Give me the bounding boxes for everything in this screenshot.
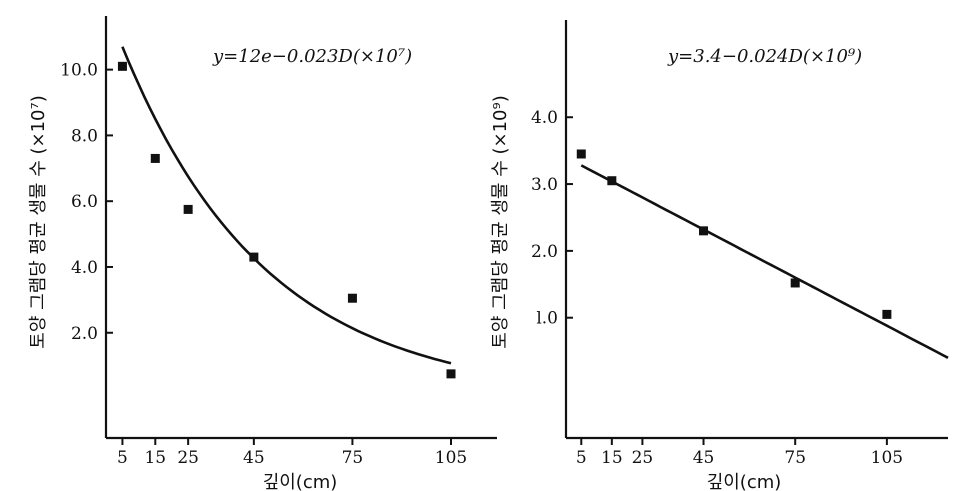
y-tick-label: l.0 [536, 309, 558, 329]
data-point [117, 61, 127, 71]
x-tick-label: 75 [342, 448, 364, 468]
fit-line [121, 46, 452, 365]
x-tick-label: 15 [144, 448, 166, 468]
fit-line [580, 164, 949, 359]
x-tick-label: 25 [177, 448, 199, 468]
y-tick-label: 8.0 [71, 126, 98, 146]
y-tick-label: 4.0 [71, 258, 98, 278]
y-tick-label: 4.0 [531, 108, 558, 128]
data-point [882, 309, 892, 319]
fit-equation-label: y=12e−0.023D(×10⁷) [212, 46, 412, 67]
data-point [347, 293, 357, 303]
data-point [790, 278, 800, 288]
x-tick-label: 25 [632, 448, 654, 468]
data-point [607, 176, 617, 186]
x-tick-label: 45 [243, 448, 265, 468]
x-tick-label: 45 [693, 448, 715, 468]
right-chart: l.0 2.0 3.0 4.0 5 15 25 45 75 105 깊이(cm) 토양 그램당 평균 … [490, 20, 949, 491]
fit-equation-label: y=3.4−0.024D(×10⁹) [667, 46, 862, 67]
data-point [150, 153, 160, 163]
y-tick-label: 2.0 [71, 324, 98, 344]
y-tick-label: 6.0 [71, 192, 98, 212]
y-tick-label: 2.0 [531, 242, 558, 262]
y-tick-label: 10.0 [60, 61, 98, 81]
data-point [446, 369, 456, 379]
data-point [699, 226, 709, 236]
data-point [183, 204, 193, 214]
x-axis-label: 깊이(cm) [263, 472, 338, 491]
left-chart: 2.0 4.0 6.0 8.0 10.0 5 15 25 45 75 105 깊이(cm) 토양 그램당… [28, 16, 497, 491]
x-tick-label: 105 [435, 448, 467, 468]
x-tick-label: 15 [601, 448, 623, 468]
data-point [576, 149, 586, 159]
x-tick-label: 105 [871, 448, 903, 468]
y-axis-label: 토양 그램당 평균 생물 수 (×10⁷) [28, 95, 49, 348]
x-tick-label: 5 [576, 448, 587, 468]
x-axis-label: 깊이(cm) [707, 472, 782, 491]
x-tick-label: 5 [117, 448, 128, 468]
data-point [249, 252, 259, 262]
x-tick-label: 75 [784, 448, 806, 468]
y-tick-label: 3.0 [531, 175, 558, 195]
y-axis-label: 토양 그램당 평균 생물 수 (×10⁹) [490, 95, 511, 348]
